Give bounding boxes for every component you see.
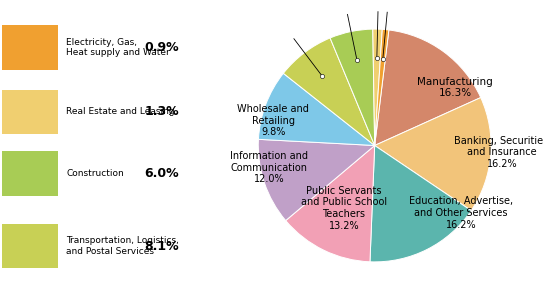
Wedge shape bbox=[375, 30, 481, 146]
Wedge shape bbox=[283, 38, 375, 146]
Wedge shape bbox=[258, 73, 375, 146]
Wedge shape bbox=[330, 29, 375, 146]
Wedge shape bbox=[375, 97, 491, 211]
Text: Education, Advertise,
and Other Services
16.2%: Education, Advertise, and Other Services… bbox=[409, 196, 513, 230]
Text: Information and
Communication
12.0%: Information and Communication 12.0% bbox=[230, 151, 308, 184]
Text: Public Servants
and Public School
Teachers
13.2%: Public Servants and Public School Teache… bbox=[301, 186, 387, 231]
Text: 8.1%: 8.1% bbox=[144, 239, 179, 253]
Text: Real Estate and Leasing: Real Estate and Leasing bbox=[66, 107, 175, 116]
Text: Construction: Construction bbox=[66, 169, 124, 178]
Text: Banking, Securities,
and Insurance
16.2%: Banking, Securities, and Insurance 16.2% bbox=[453, 136, 543, 169]
Wedge shape bbox=[370, 146, 471, 262]
Text: 6.0%: 6.0% bbox=[144, 167, 179, 180]
Wedge shape bbox=[258, 139, 375, 221]
Wedge shape bbox=[373, 29, 382, 146]
Text: Electricity, Gas,
Heat supply and Water: Electricity, Gas, Heat supply and Water bbox=[66, 38, 170, 57]
Text: Manufacturing
16.3%: Manufacturing 16.3% bbox=[418, 77, 493, 98]
FancyBboxPatch shape bbox=[2, 151, 58, 196]
Text: Wholesale and
Retailing
9.8%: Wholesale and Retailing 9.8% bbox=[237, 104, 310, 137]
Text: 1.3%: 1.3% bbox=[144, 105, 179, 118]
Wedge shape bbox=[375, 29, 389, 146]
FancyBboxPatch shape bbox=[2, 25, 58, 70]
Text: Transportation, Logistics,
and Postal Services: Transportation, Logistics, and Postal Se… bbox=[66, 236, 179, 256]
FancyBboxPatch shape bbox=[2, 90, 58, 134]
FancyBboxPatch shape bbox=[2, 224, 58, 268]
Wedge shape bbox=[286, 146, 375, 262]
Text: 0.9%: 0.9% bbox=[144, 41, 179, 54]
